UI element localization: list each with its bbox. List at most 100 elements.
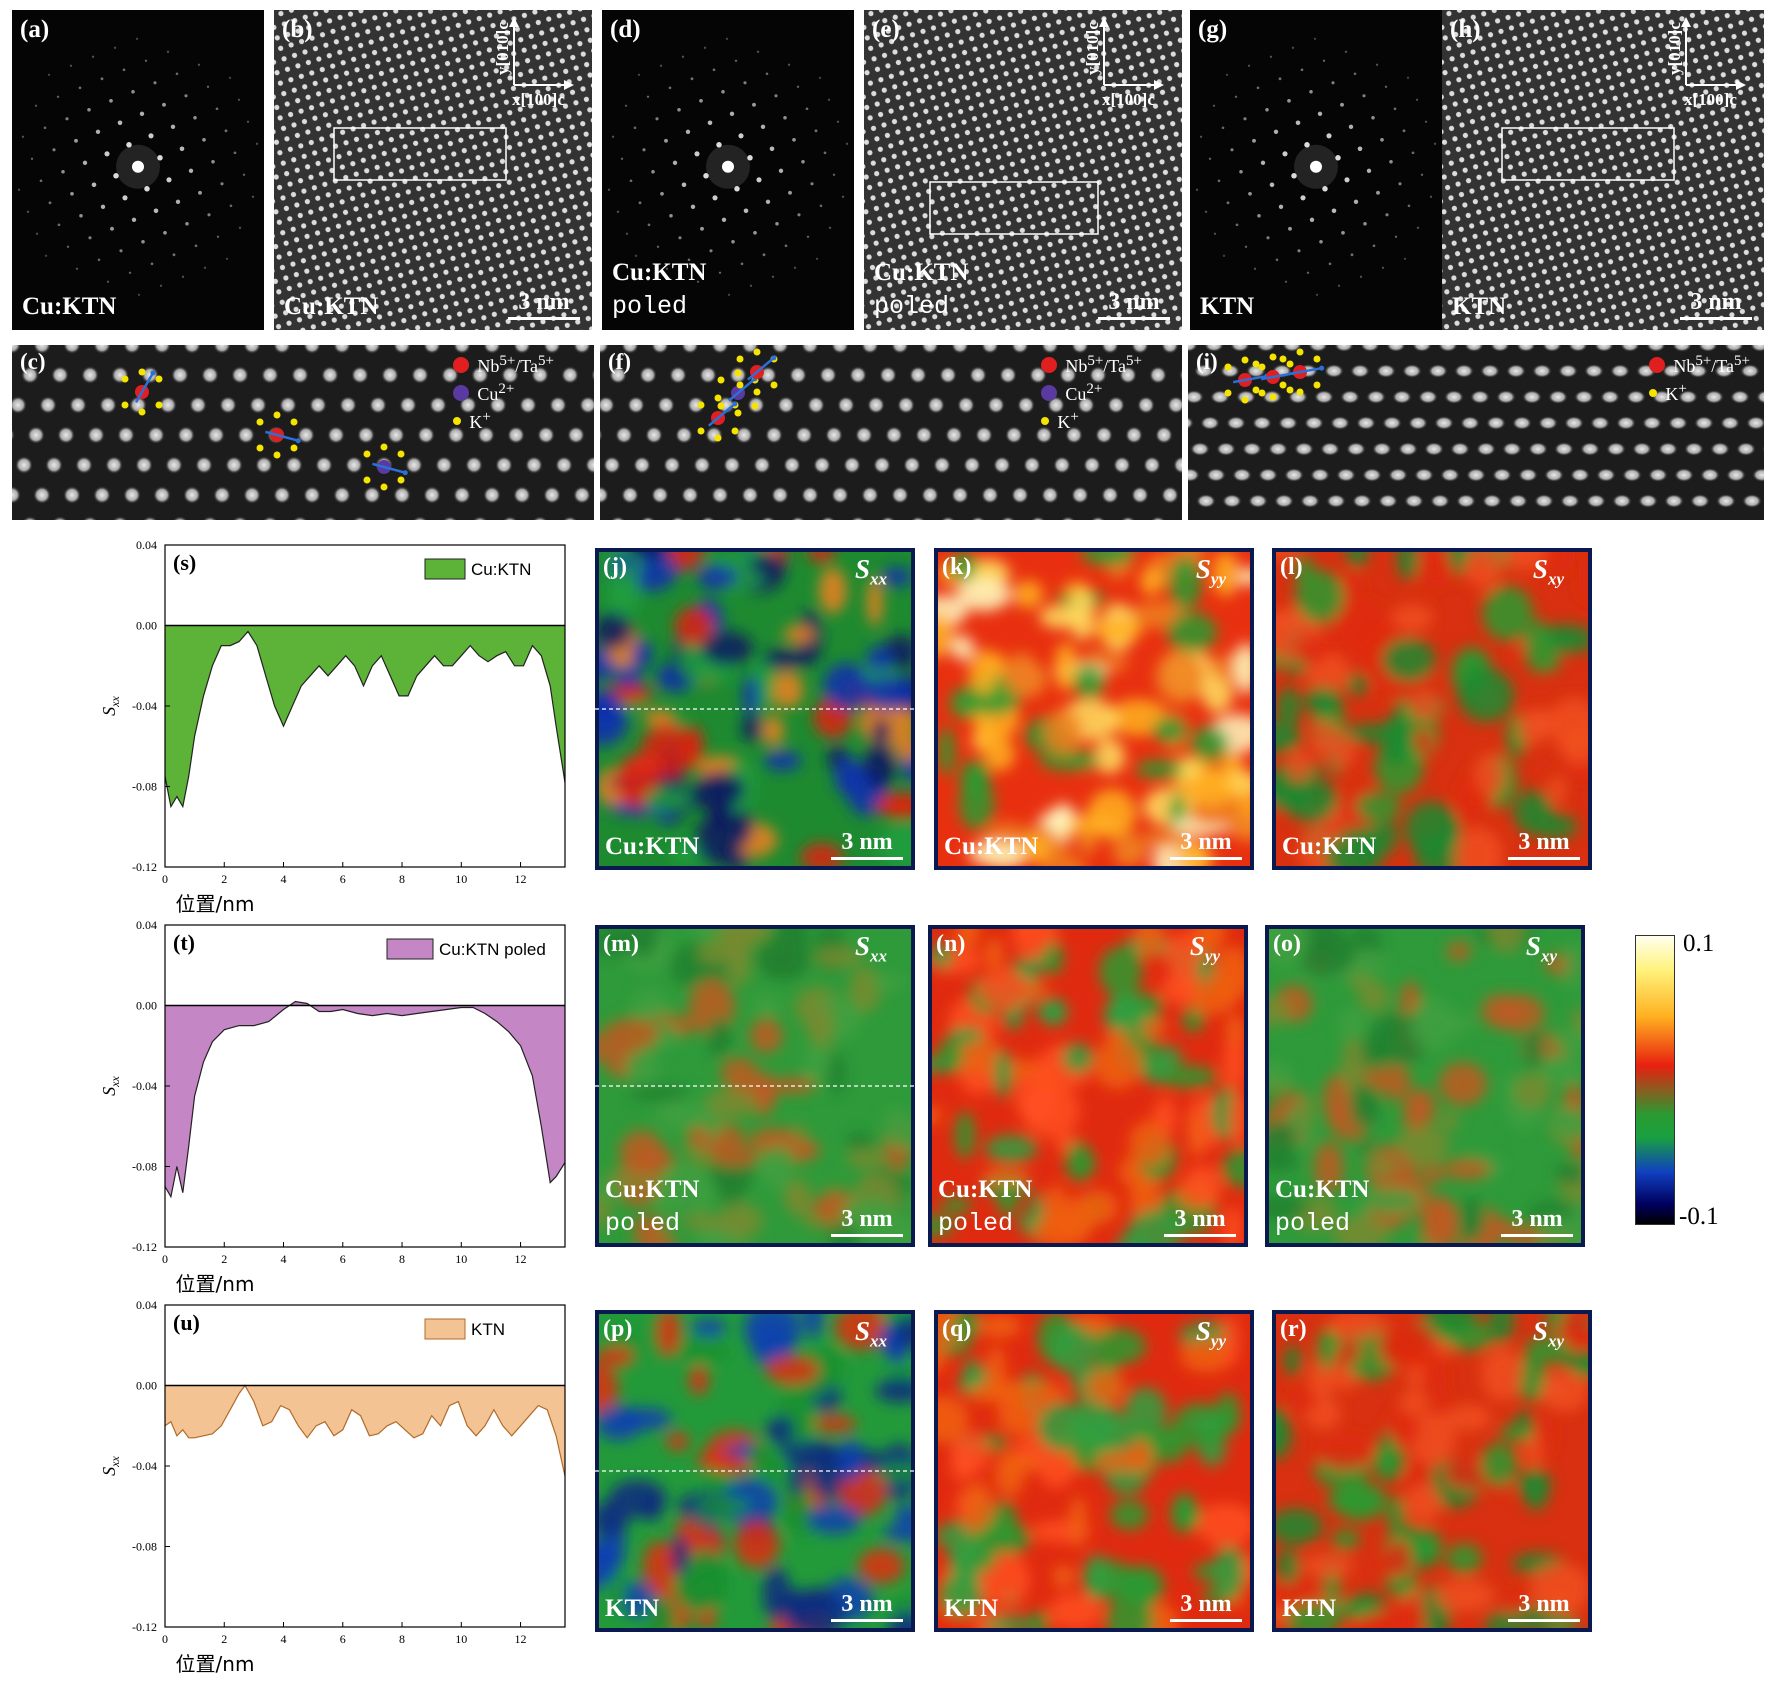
strain-map-j: (j) Sxx Cu:KTN 3 nm bbox=[595, 548, 915, 870]
diffraction-spot bbox=[1407, 204, 1411, 208]
scale-bar-label: 3 nm bbox=[1180, 829, 1232, 855]
strain-field bbox=[595, 1310, 915, 1632]
diffraction-spot bbox=[30, 157, 34, 160]
panel-label: (e) bbox=[872, 16, 900, 43]
x-tick-label: 2 bbox=[221, 1252, 227, 1266]
diffraction-spot bbox=[1297, 249, 1301, 253]
diffraction-spot bbox=[126, 142, 132, 148]
diffraction-spot bbox=[771, 275, 775, 278]
diffraction-spot bbox=[135, 37, 139, 40]
diffraction-spot bbox=[148, 133, 154, 139]
strain-map-l: (l) Sxy Cu:KTN 3 nm bbox=[1272, 548, 1592, 870]
diffraction-spot bbox=[638, 201, 642, 205]
sample-caption: Cu:KTN bbox=[284, 293, 379, 320]
y-tick-label: -0.04 bbox=[132, 1079, 157, 1093]
diffraction-spot bbox=[1239, 170, 1243, 174]
diffraction-spot bbox=[801, 160, 805, 164]
diffraction-spot bbox=[1317, 111, 1323, 116]
legend-row: Nb5+/Ta5+ bbox=[453, 351, 554, 379]
panel-label: (p) bbox=[603, 1316, 633, 1342]
diffraction-spot bbox=[1282, 151, 1288, 157]
diffraction-spot bbox=[1341, 230, 1345, 235]
diffraction-spot bbox=[1335, 155, 1341, 161]
scale-bar-label: 3 nm bbox=[841, 1206, 893, 1232]
strain-subscript: xy bbox=[1547, 1331, 1564, 1351]
region-of-interest-box bbox=[1501, 127, 1675, 181]
diffraction-spot bbox=[1385, 213, 1389, 217]
strain-blobs bbox=[1272, 1310, 1592, 1632]
x-tick-label: 0 bbox=[162, 1632, 168, 1646]
legend-text: Cu2+ bbox=[477, 381, 514, 405]
diffraction-spot bbox=[634, 254, 638, 257]
lattice-columns bbox=[1442, 10, 1764, 330]
strain-component: Sxy bbox=[1533, 1316, 1564, 1351]
diffraction-spot bbox=[100, 77, 104, 81]
scale-bar-line bbox=[1170, 857, 1242, 860]
sample-caption: Cu:KTN bbox=[938, 1176, 1033, 1203]
strain-component: Sxy bbox=[1526, 931, 1557, 966]
diffraction-spot bbox=[1235, 223, 1239, 227]
diffraction-spot bbox=[668, 86, 672, 90]
panel-label: (u) bbox=[173, 1310, 200, 1335]
diffraction-spot bbox=[1424, 120, 1428, 124]
diffraction-spot bbox=[797, 213, 801, 217]
y-tick-label: -0.08 bbox=[132, 780, 157, 794]
diffraction-spot bbox=[100, 204, 106, 209]
strain-blobs bbox=[595, 1310, 915, 1632]
strain-symbol: S bbox=[1195, 1316, 1211, 1346]
strain-component: Sxx bbox=[855, 1316, 887, 1351]
y-tick-label: 0.04 bbox=[136, 1300, 157, 1312]
strain-field bbox=[1265, 925, 1585, 1247]
diffraction-spot bbox=[655, 117, 659, 121]
panel-label: (m) bbox=[603, 931, 639, 957]
legend-row: Nb5+/Ta5+ bbox=[1041, 351, 1142, 379]
scale-bar-line bbox=[1098, 317, 1170, 320]
diffraction-spot bbox=[1340, 102, 1344, 107]
diffraction-spot bbox=[1248, 191, 1252, 196]
diffraction-spot bbox=[823, 151, 827, 155]
diffraction-spot bbox=[832, 173, 836, 176]
diffraction-spot bbox=[734, 59, 738, 62]
diffraction-spot bbox=[1371, 116, 1375, 120]
scale-bar-line bbox=[831, 1234, 903, 1237]
diffraction-spot bbox=[1375, 63, 1379, 66]
polarization-markers bbox=[1224, 348, 1325, 404]
diffraction-spot bbox=[43, 126, 47, 130]
diffraction-spot bbox=[163, 230, 167, 235]
legend-text: K+ bbox=[469, 409, 490, 433]
scale-bar-label: 3 nm bbox=[1174, 1206, 1226, 1232]
diffraction-spot bbox=[122, 195, 128, 201]
legend-charge: 5+ bbox=[499, 353, 516, 369]
panel-label: (l) bbox=[1280, 554, 1303, 580]
x-tick-label: 2 bbox=[221, 872, 227, 886]
legend-text: Nb5+/Ta5+ bbox=[477, 353, 554, 377]
atomic-resolution-image bbox=[1188, 345, 1764, 520]
chart-u: 0.04 0.00 -0.04 -0.08 -0.12 0 2 4 6 8 10 12 位置/nm Sxx… bbox=[85, 1300, 575, 1680]
diffraction-spot bbox=[197, 63, 201, 66]
panel-label: (g) bbox=[1198, 16, 1228, 43]
diffraction-spot bbox=[1429, 195, 1433, 198]
x-tick-label: 6 bbox=[340, 1252, 346, 1266]
svg-text:y[010]c: y[010]c bbox=[493, 22, 512, 75]
diffraction-spot bbox=[1350, 253, 1354, 257]
diffraction-spot bbox=[625, 232, 629, 235]
diffraction-spot bbox=[819, 204, 823, 208]
legend-ion: /Ta bbox=[1103, 356, 1127, 376]
scale-bar: 3 nm bbox=[1501, 1206, 1573, 1237]
sample-caption: Cu:KTN bbox=[874, 259, 969, 286]
diffraction-spot bbox=[1331, 81, 1335, 85]
diffraction-spot bbox=[1393, 107, 1397, 111]
series-line bbox=[164, 1384, 566, 1477]
plot-frame bbox=[164, 1304, 566, 1628]
y-tick-label: -0.12 bbox=[132, 1620, 157, 1634]
legend-ion: K bbox=[469, 412, 483, 432]
diffraction-spot bbox=[207, 213, 211, 217]
panel-label: (o) bbox=[1273, 931, 1301, 957]
atom-legend: Nb5+/Ta5+ Cu2+ K+ bbox=[1041, 351, 1142, 435]
diffraction-spot bbox=[44, 254, 48, 257]
series-line bbox=[164, 630, 566, 809]
diffraction-spot bbox=[1319, 240, 1323, 244]
diffraction-spot bbox=[769, 146, 775, 152]
atomic-resolution-image bbox=[600, 345, 1182, 520]
cation-marker-icon bbox=[1041, 357, 1058, 373]
